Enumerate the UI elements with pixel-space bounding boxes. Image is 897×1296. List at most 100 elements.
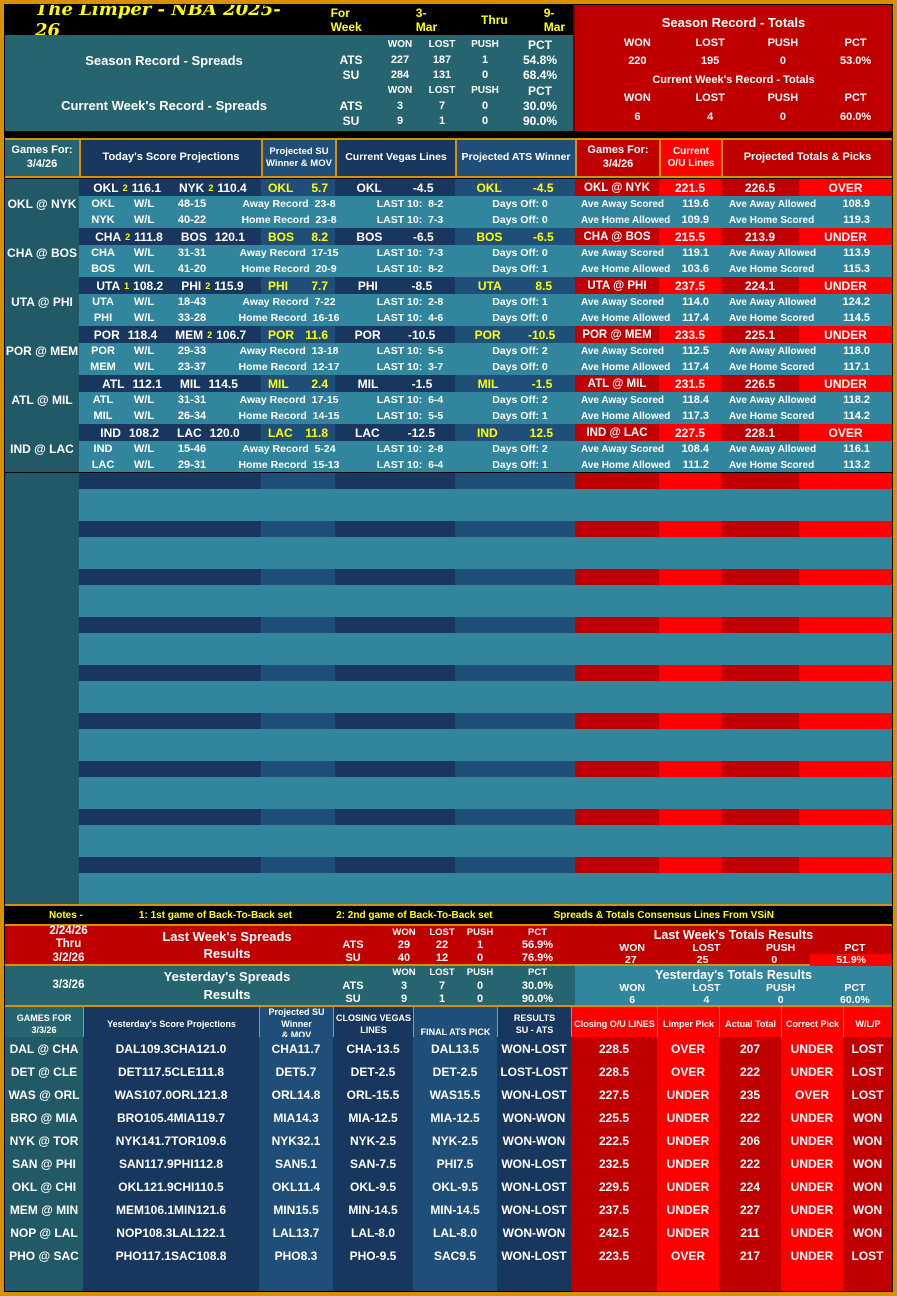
home-projection: 121.0 xyxy=(196,1041,227,1056)
title-line: Results xyxy=(203,987,251,1002)
home-team: MEM xyxy=(90,361,116,373)
away-wl-record: 31-31 xyxy=(177,247,207,259)
actual-total: 217 xyxy=(719,1244,781,1267)
su-winner-team: SAN xyxy=(274,1156,301,1171)
empty-cell xyxy=(721,761,799,777)
ave-home-allowed-label: Ave Home Allowed xyxy=(581,214,671,226)
limper-pick: UNDER xyxy=(657,1221,719,1244)
home-wl-record: 40-22 xyxy=(177,214,207,226)
wlp-result: WON xyxy=(843,1175,892,1198)
last10-label: LAST 10: xyxy=(376,263,423,275)
result-su-winner: DET 5.7 xyxy=(259,1060,333,1083)
home-days-off: Days Off: 0 xyxy=(465,312,575,324)
away-team: PHO xyxy=(115,1248,142,1263)
actual-total: 227 xyxy=(719,1198,781,1221)
away-record-label: Away Record xyxy=(242,296,309,308)
col-su-winner: Projected SU Winner & MOV xyxy=(259,1007,333,1043)
pct-col: PCT xyxy=(844,92,867,105)
projected-total-cell: 226.5 xyxy=(721,375,799,392)
away-team: ATL xyxy=(92,394,114,406)
away-projection: 121.9 xyxy=(143,1179,174,1194)
ave-home-allowed-label: Ave Home Allowed xyxy=(581,459,671,471)
wl-label: W/L xyxy=(133,459,155,471)
ats-line: -9.5 xyxy=(457,1179,479,1194)
result-su-winner: CHA 11.7 xyxy=(259,1037,333,1060)
result-final-ats: DET -2.5 xyxy=(413,1060,497,1083)
result-final-ats: DAL 13.5 xyxy=(413,1037,497,1060)
actual-total: 235 xyxy=(719,1083,781,1106)
home-team: MIN xyxy=(174,1202,196,1217)
ave-home-scored-val: 117.1 xyxy=(843,361,870,373)
result-su-winner: SAN 5.1 xyxy=(259,1152,333,1175)
lost-col: LOST xyxy=(692,942,721,954)
ave-away-allowed-val: 116.1 xyxy=(843,443,870,455)
push-val: 0 xyxy=(476,951,484,964)
su-winner-mov: 14.3 xyxy=(295,1110,319,1125)
note-b2b-1: 1: 1st game of Back-To-Back set xyxy=(138,909,293,921)
push-col: PUSH xyxy=(471,85,499,97)
last-week-dates: 2/24/26 Thru 3/2/26 xyxy=(5,925,132,964)
home-last10-val: 8-2 xyxy=(428,263,444,275)
won-val: 40 xyxy=(397,951,411,964)
ave-away-allowed-val: 118.0 xyxy=(843,345,870,357)
row-type: SU xyxy=(342,114,360,129)
ats-line: 15.5 xyxy=(456,1087,481,1102)
home-b2b-flag: 2 xyxy=(205,280,211,291)
hdr-line: Actual Total xyxy=(725,1018,776,1029)
game-matchup-label-right: OKL @ NYK xyxy=(575,179,659,196)
closing-ou-line: 242.5 xyxy=(571,1221,657,1244)
result-closing-line: NYK -2.5 xyxy=(333,1129,413,1152)
empty-cell xyxy=(455,617,575,633)
ave-home-allowed-label: Ave Home Allowed xyxy=(581,410,671,422)
empty-cell xyxy=(455,569,575,585)
last10-label: LAST 10: xyxy=(376,345,423,357)
away-projection: 107.0 xyxy=(141,1087,172,1102)
game-matchup-label-right: IND @ LAC xyxy=(575,424,659,441)
empty-cell xyxy=(659,521,721,537)
won-val: 9 xyxy=(400,992,408,1005)
home-projection: 108.8 xyxy=(196,1248,227,1263)
ats-pick-team: BOS xyxy=(476,229,503,244)
empty-game-block xyxy=(5,808,892,857)
thru-label: Thru xyxy=(55,938,82,951)
sheet-inner: The Limper - NBA 2025-26 For Week 3-Mar … xyxy=(4,4,893,1292)
ave-home-scored-label: Ave Home Scored xyxy=(729,312,815,324)
empty-cell xyxy=(261,569,335,585)
empty-cell xyxy=(79,825,892,857)
ave-away-scored-label: Ave Away Scored xyxy=(581,345,665,357)
date-from: 2/24/26 xyxy=(49,925,88,938)
away-wl-record: 48-15 xyxy=(177,198,207,210)
away-team: DAL xyxy=(115,1041,141,1056)
push-val: 1 xyxy=(481,54,489,67)
home-detail-row: NYK W/L 40-22 Home Record 23-8 LAST 10: … xyxy=(79,212,575,228)
last-week-panel: 2/24/26 Thru 3/2/26 Last Week's Spreads … xyxy=(5,925,892,966)
away-record-val: 13-18 xyxy=(311,345,339,357)
col-games-for: Games For: 3/4/26 xyxy=(5,140,79,176)
wl-label: W/L xyxy=(133,345,155,357)
empty-label-cell xyxy=(5,857,79,905)
away-team: CHA xyxy=(91,247,115,259)
home-last10: LAST 10: 7-3 xyxy=(355,214,465,226)
last-week-totals: Last Week's Totals Results WON LOST PUSH… xyxy=(575,926,892,966)
last10-label: LAST 10: xyxy=(376,394,423,406)
su-winner-team: NYK xyxy=(271,1133,297,1148)
ave-home-allowed-label: Ave Home Allowed xyxy=(581,361,671,373)
ave-away-scored-cell: Ave Away Scored 118.4 xyxy=(575,392,721,408)
total-pick-cell: UNDER xyxy=(799,228,892,245)
home-wl-record: 26-34 xyxy=(177,410,207,422)
notes-label: Notes - xyxy=(49,909,83,921)
filler-cell xyxy=(497,1267,571,1291)
won-val: 6 xyxy=(634,110,641,123)
empty-cell xyxy=(575,665,659,681)
away-b2b-flag: 2 xyxy=(125,231,131,242)
empty-cell xyxy=(79,537,892,569)
result-final-ats: MIN -14.5 xyxy=(413,1198,497,1221)
ave-home-scored-val: 113.2 xyxy=(843,459,870,471)
limper-pick: OVER xyxy=(657,1060,719,1083)
ave-away-scored-cell: Ave Away Scored 119.6 xyxy=(575,196,721,212)
pct-val: 56.9% xyxy=(521,938,554,951)
ats-line: 13.5 xyxy=(455,1041,480,1056)
ats-winner-cell: UTA 8.5 xyxy=(455,277,575,294)
pct-val: 30.0% xyxy=(521,979,554,992)
correct-pick: UNDER xyxy=(781,1198,843,1221)
